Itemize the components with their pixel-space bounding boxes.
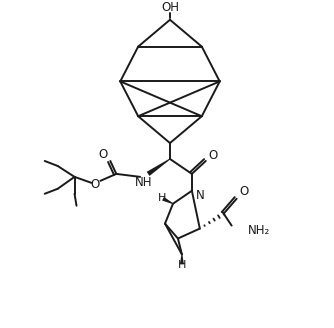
Text: NH: NH xyxy=(134,176,152,189)
Text: N: N xyxy=(196,189,205,202)
Polygon shape xyxy=(162,197,173,204)
Text: OH: OH xyxy=(161,1,179,14)
Text: NH₂: NH₂ xyxy=(247,224,270,237)
Polygon shape xyxy=(147,158,170,176)
Polygon shape xyxy=(180,255,184,264)
Text: H: H xyxy=(178,260,186,270)
Text: O: O xyxy=(208,150,217,162)
Text: O: O xyxy=(91,178,100,191)
Text: O: O xyxy=(99,149,108,161)
Text: H: H xyxy=(158,193,166,203)
Text: O: O xyxy=(239,185,248,198)
